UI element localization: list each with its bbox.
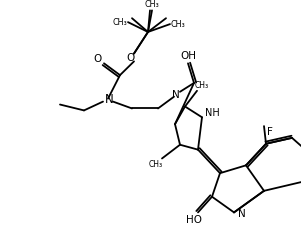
Text: O: O [127, 53, 135, 63]
Text: CH₃: CH₃ [195, 81, 209, 90]
Text: O: O [94, 55, 102, 64]
Text: CH₃: CH₃ [144, 0, 159, 9]
Text: HO: HO [186, 215, 202, 225]
Text: CH₃: CH₃ [113, 18, 127, 27]
Text: CH₃: CH₃ [171, 20, 185, 29]
Text: NH: NH [205, 108, 219, 118]
Text: CH₃: CH₃ [149, 160, 163, 169]
Text: N: N [172, 90, 180, 100]
Text: N: N [105, 93, 113, 106]
Text: F: F [267, 127, 273, 137]
Text: N: N [238, 209, 246, 219]
Text: OH: OH [180, 51, 196, 62]
